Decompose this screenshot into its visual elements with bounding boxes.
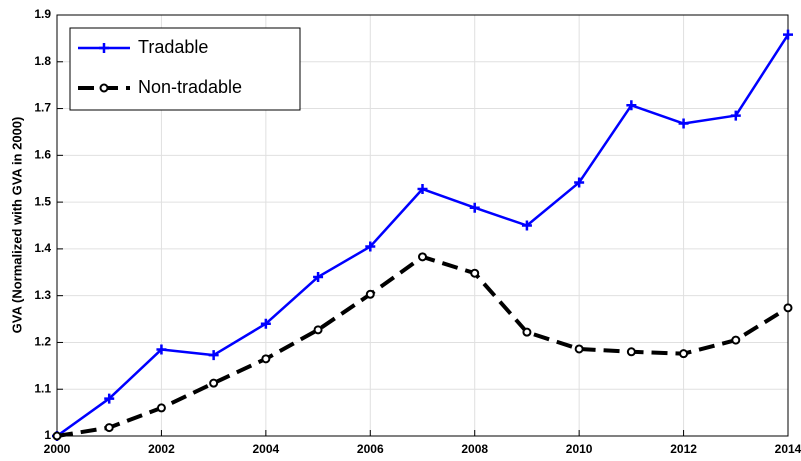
- y-tick-label: 1.4: [34, 241, 51, 255]
- y-tick-label: 1.9: [34, 7, 51, 21]
- marker: [418, 252, 427, 262]
- marker: [522, 327, 532, 337]
- marker: [261, 354, 271, 364]
- marker: [104, 393, 115, 404]
- marker: [783, 303, 793, 313]
- y-axis-label: GVA (Normalized with GVA in 2000): [9, 117, 24, 334]
- plot-frame: [56, 14, 789, 437]
- marker: [99, 43, 109, 53]
- x-tick-label: 2004: [253, 442, 280, 456]
- marker: [104, 423, 114, 433]
- y-tick-label: 1.3: [34, 288, 51, 302]
- marker: [365, 289, 375, 299]
- y-tick-label: 1.6: [34, 148, 51, 162]
- y-tick-label: 1.2: [34, 335, 51, 349]
- marker: [365, 241, 376, 252]
- legend: Tradable Non-tradable: [69, 27, 301, 111]
- marker: [626, 347, 636, 357]
- marker: [469, 202, 480, 213]
- marker: [208, 350, 219, 361]
- legend-label: Non-tradable: [138, 77, 242, 97]
- y-tick-label: 1.8: [34, 54, 51, 68]
- y-tick-label: 1.7: [34, 101, 51, 115]
- marker: [156, 344, 167, 355]
- marker: [783, 29, 793, 40]
- marker: [417, 184, 428, 195]
- x-tick-label: 2000: [44, 442, 71, 456]
- marker: [52, 431, 62, 441]
- marker: [678, 118, 689, 129]
- marker: [731, 335, 741, 345]
- marker: [679, 349, 689, 359]
- x-tick-label: 2014: [775, 442, 801, 456]
- y-tick-label: 1: [44, 428, 51, 442]
- x-tick-label: 2006: [357, 442, 384, 456]
- marker: [521, 220, 532, 231]
- x-tick-label: 2002: [148, 442, 175, 456]
- marker: [260, 318, 271, 329]
- marker: [313, 325, 323, 335]
- legend-label: Tradable: [138, 37, 208, 57]
- legend-box: [69, 27, 301, 111]
- y-tick-label: 1.1: [34, 381, 51, 395]
- marker: [313, 271, 324, 282]
- x-tick-label: 2010: [566, 442, 593, 456]
- x-tick-label: 2008: [461, 442, 488, 456]
- marker: [209, 378, 219, 388]
- marker: [730, 110, 741, 121]
- marker: [99, 83, 109, 93]
- marker: [574, 344, 584, 354]
- marker: [574, 177, 585, 188]
- x-tick-label: 2012: [670, 442, 697, 456]
- marker: [156, 403, 166, 413]
- y-tick-label: 1.5: [34, 194, 51, 208]
- marker: [626, 100, 637, 111]
- marker: [470, 268, 480, 278]
